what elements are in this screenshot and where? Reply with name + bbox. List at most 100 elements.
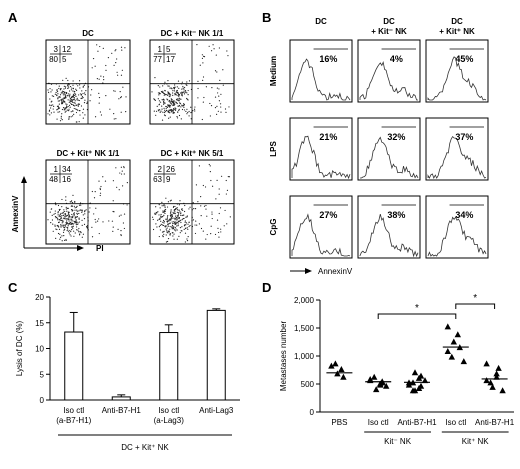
flow-event-dot [76, 212, 78, 214]
flow-event-dot [186, 215, 188, 217]
flow-event-dot [173, 87, 175, 90]
flow-event-dot [173, 108, 175, 110]
flow-event-dot [61, 98, 63, 101]
flow-event-dot [177, 92, 179, 94]
flow-event-dot [99, 192, 102, 194]
flow-event-dot [169, 213, 172, 215]
flow-event-dot [167, 237, 170, 240]
flow-event-dot [165, 105, 167, 108]
flow-event-dot [56, 109, 58, 111]
flow-event-dot [211, 211, 213, 213]
flow-event-dot [120, 233, 122, 236]
flow-event-dot [169, 93, 171, 95]
flow-event-dot [159, 207, 161, 209]
flow-event-dot [51, 95, 53, 97]
histogram-percent: 32% [387, 132, 405, 142]
flow-event-dot [220, 111, 222, 113]
flow-event-dot [202, 101, 204, 103]
flow-event-dot [62, 92, 64, 94]
flow-event-dot [72, 220, 74, 222]
flow-event-dot [154, 212, 156, 214]
flow-event-dot [172, 206, 175, 208]
flow-event-dot [69, 93, 71, 95]
flow-event-dot [172, 100, 175, 102]
flow-event-dot [99, 187, 101, 189]
flow-event-dot [202, 184, 204, 187]
data-point [450, 338, 457, 345]
flow-event-dot [99, 194, 101, 197]
flow-event-dot [63, 88, 65, 90]
flow-event-dot [202, 230, 204, 232]
flow-event-dot [82, 96, 84, 99]
flow-event-dot [58, 100, 61, 102]
flow-event-dot [57, 217, 59, 220]
flow-event-dot [68, 96, 71, 98]
flow-event-dot [180, 219, 182, 222]
flow-event-dot [163, 214, 165, 216]
flow-event-dot [65, 199, 67, 201]
flow-event-dot [124, 47, 126, 49]
flow-event-dot [59, 88, 62, 90]
histogram-frame [357, 39, 421, 103]
histogram-trace [291, 213, 351, 257]
flow-event-dot [66, 230, 68, 232]
flow-event-dot [81, 224, 83, 226]
flow-event-dot [58, 111, 61, 113]
x-tick-label: Iso ctl [158, 406, 179, 415]
flow-event-dot [116, 186, 118, 188]
flow-event-dot [179, 232, 181, 234]
flow-event-dot [60, 224, 62, 226]
flow-event-dot [68, 101, 70, 103]
panel-d-scatter-chart: 0 500 1,000 1,500 2,000 Metastases number PBS I… [279, 293, 515, 446]
quadrant-upper-left-value: 2 [158, 165, 163, 174]
flow-event-dot [187, 89, 189, 92]
flow-event-dot [203, 205, 206, 207]
flow-event-dot [78, 227, 80, 230]
flow-event-dot [161, 231, 164, 233]
flow-event-dot [183, 210, 186, 213]
flow-event-dot [60, 216, 62, 219]
flow-event-dot [218, 88, 220, 90]
flow-event-dot [175, 108, 177, 110]
annexin-arrow-head [305, 268, 312, 274]
flow-event-dot [185, 110, 187, 112]
flow-event-dot [50, 222, 52, 224]
flow-event-dot [205, 204, 207, 207]
flow-event-dot [170, 199, 172, 201]
flow-event-dot [166, 99, 169, 101]
flow-event-dot [176, 102, 178, 105]
flow-event-dot [105, 95, 107, 97]
flow-event-dot [57, 204, 60, 207]
flow-event-dot [166, 206, 169, 208]
flow-event-dot [171, 215, 174, 217]
flow-event-dot [52, 95, 55, 97]
flow-event-dot [184, 224, 186, 226]
flow-event-dot [80, 204, 82, 206]
flow-event-dot [196, 224, 198, 226]
flow-event-dot [69, 101, 71, 103]
histogram-trace [427, 135, 487, 180]
histogram-percent: 38% [387, 210, 405, 220]
flow-event-dot [152, 228, 155, 231]
flow-event-dot [107, 57, 110, 59]
flow-event-dot [172, 109, 175, 111]
flow-event-dot [220, 93, 222, 95]
flow-event-dot [188, 80, 191, 82]
flow-event-dot [162, 111, 164, 113]
flow-event-dot [169, 233, 171, 235]
flow-event-dot [54, 225, 56, 227]
flow-event-dot [75, 111, 78, 114]
flow-event-dot [78, 80, 81, 82]
flow-event-dot [116, 58, 118, 60]
data-point [332, 360, 339, 367]
flow-event-dot [163, 233, 165, 235]
quadrant-lower-right-value: 17 [166, 55, 175, 64]
flow-event-dot [112, 200, 114, 202]
flow-event-dot [81, 211, 83, 213]
flow-event-dot [99, 188, 101, 191]
flow-event-dot [61, 206, 63, 208]
flow-event-dot [189, 206, 191, 208]
flow-event-dot [208, 45, 210, 47]
flow-event-dot [69, 229, 71, 232]
